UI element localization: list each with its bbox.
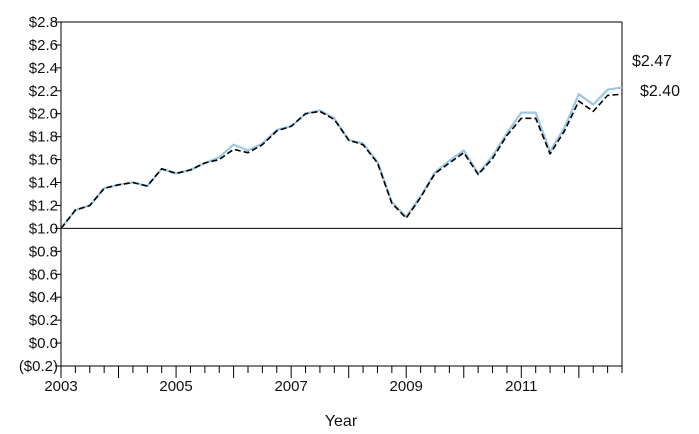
y-tick-label: $2.8 (29, 14, 58, 31)
y-tick-label: $2.0 (29, 106, 58, 123)
y-tick-label: $0.0 (29, 335, 58, 352)
y-tick-label: $1.6 (29, 152, 58, 169)
y-tick-label: ($0.2) (19, 358, 58, 375)
y-tick-label: $2.2 (29, 83, 58, 100)
series-end-label-2: $2.40 (640, 83, 680, 100)
y-tick-label: $1.2 (29, 197, 58, 214)
series-end-label-1: $2.47 (632, 53, 672, 70)
y-tick-label: $0.4 (29, 289, 58, 306)
x-tick-label: 2007 (274, 378, 307, 395)
y-tick-label: $2.6 (29, 37, 58, 54)
y-tick-label: $1.8 (29, 129, 58, 146)
series-line-1 (60, 86, 623, 230)
x-tick-label: 2005 (159, 378, 192, 395)
series-line-2 (60, 93, 623, 229)
x-tick-label: 2003 (44, 378, 77, 395)
y-tick-label: $2.4 (29, 60, 58, 77)
y-tick-label: $1.4 (29, 175, 58, 192)
y-tick-label: $0.8 (29, 243, 58, 260)
y-tick-label: $0.6 (29, 266, 58, 283)
y-tick-label: $0.2 (29, 312, 58, 329)
x-axis-title: Year (325, 413, 358, 430)
x-tick-label: 2009 (390, 378, 423, 395)
x-tick-label: 2011 (505, 378, 537, 395)
y-tick-label: $1.0 (29, 220, 58, 237)
